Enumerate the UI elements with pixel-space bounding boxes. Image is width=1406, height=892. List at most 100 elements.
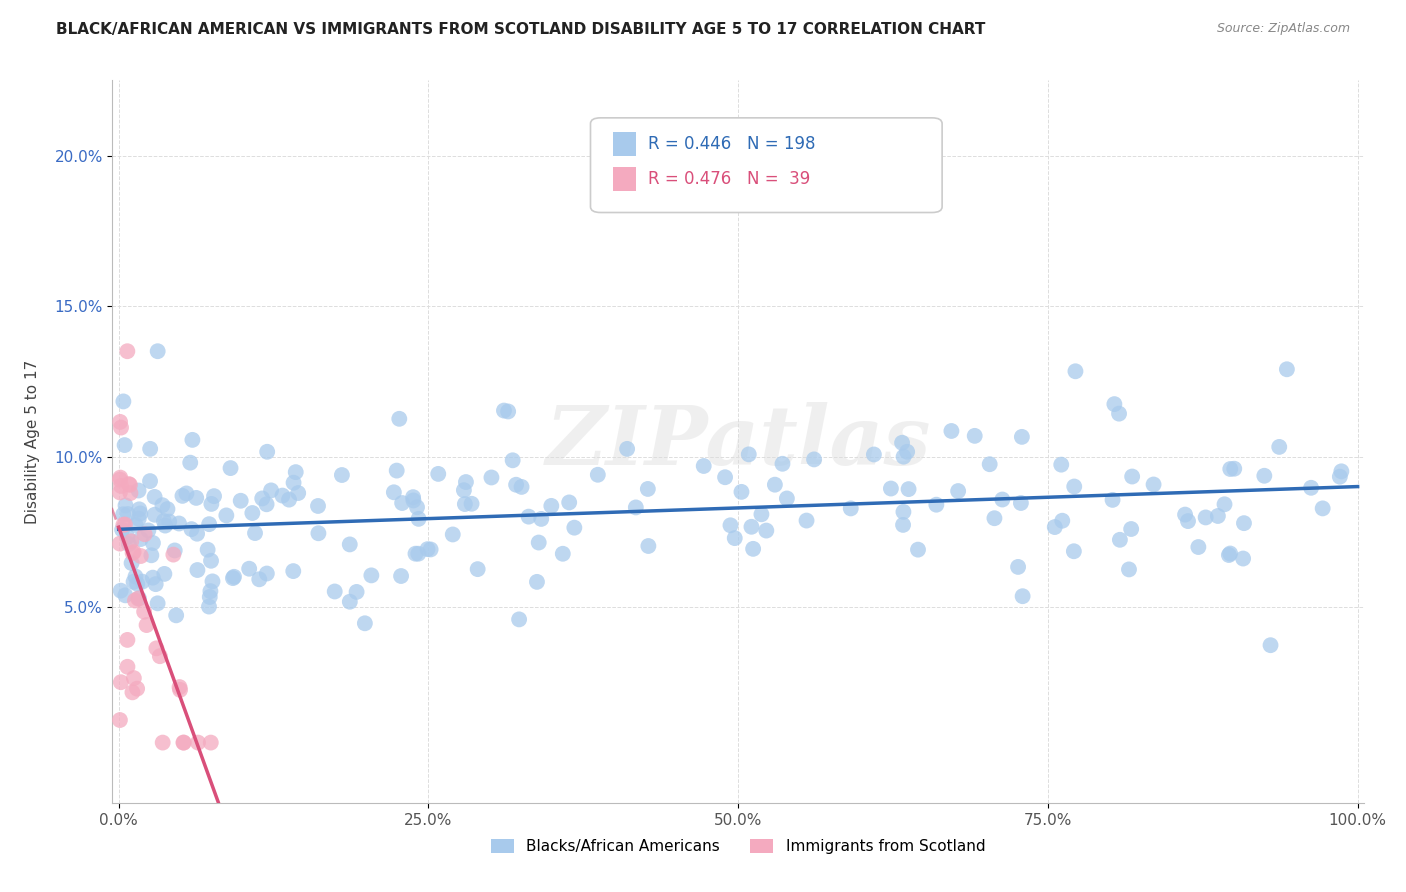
- Point: [558, 495, 581, 509]
- Point: [124, 593, 146, 607]
- Point: [120, 486, 142, 500]
- Point: [108, 415, 131, 429]
- Point: [1118, 562, 1140, 576]
- Point: [624, 500, 647, 515]
- Point: [114, 517, 136, 532]
- Point: [763, 477, 786, 491]
- Point: [145, 641, 167, 656]
- Point: [127, 576, 149, 591]
- Point: [1330, 464, 1353, 478]
- Point: [153, 514, 176, 528]
- Point: [240, 506, 263, 520]
- Point: [165, 608, 187, 623]
- Point: [169, 680, 191, 694]
- Point: [287, 486, 309, 500]
- Point: [120, 534, 142, 549]
- Point: [112, 394, 135, 409]
- Point: [176, 486, 198, 500]
- Point: [991, 492, 1014, 507]
- Point: [202, 489, 225, 503]
- Point: [156, 502, 179, 516]
- Point: [256, 566, 278, 581]
- Point: [408, 512, 430, 526]
- Point: [187, 735, 209, 749]
- Point: [1312, 501, 1334, 516]
- Point: [200, 584, 222, 599]
- Point: [551, 547, 574, 561]
- Point: [1260, 638, 1282, 652]
- Point: [323, 584, 346, 599]
- Point: [117, 632, 139, 647]
- Point: [283, 475, 305, 490]
- Point: [142, 536, 165, 550]
- Point: [256, 497, 278, 511]
- Point: [146, 596, 169, 610]
- Point: [946, 484, 969, 499]
- Point: [153, 518, 176, 533]
- Point: [796, 514, 818, 528]
- Point: [180, 522, 202, 536]
- Point: [146, 344, 169, 359]
- Point: [1329, 469, 1351, 483]
- Point: [143, 508, 166, 522]
- Point: [121, 685, 143, 699]
- Point: [776, 491, 799, 506]
- Point: [112, 517, 135, 532]
- Point: [880, 482, 903, 496]
- Point: [114, 499, 136, 513]
- Point: [260, 483, 283, 498]
- Point: [907, 542, 929, 557]
- Point: [108, 536, 131, 550]
- Point: [526, 574, 548, 589]
- FancyBboxPatch shape: [613, 167, 636, 191]
- Point: [139, 442, 162, 456]
- Point: [243, 526, 266, 541]
- Point: [540, 499, 562, 513]
- Point: [406, 500, 429, 515]
- Point: [118, 478, 141, 492]
- Point: [505, 477, 527, 491]
- Point: [740, 520, 762, 534]
- Point: [1174, 508, 1197, 522]
- Point: [391, 496, 413, 510]
- Point: [893, 450, 915, 464]
- Point: [1063, 479, 1085, 493]
- Point: [1109, 533, 1132, 547]
- Point: [127, 591, 149, 606]
- Point: [124, 569, 146, 583]
- Point: [896, 444, 918, 458]
- Point: [1011, 589, 1033, 603]
- Point: [200, 497, 222, 511]
- Point: [179, 456, 201, 470]
- Point: [186, 491, 208, 505]
- Point: [530, 512, 553, 526]
- Point: [1275, 362, 1298, 376]
- Point: [169, 682, 191, 697]
- Point: [114, 588, 136, 602]
- Text: BLACK/AFRICAN AMERICAN VS IMMIGRANTS FROM SCOTLAND DISABILITY AGE 5 TO 17 CORREL: BLACK/AFRICAN AMERICAN VS IMMIGRANTS FRO…: [56, 22, 986, 37]
- Point: [200, 735, 222, 749]
- Point: [157, 515, 180, 529]
- Point: [360, 568, 382, 582]
- Point: [138, 524, 160, 538]
- FancyBboxPatch shape: [613, 132, 636, 156]
- Point: [354, 616, 377, 631]
- Point: [153, 566, 176, 581]
- Point: [1007, 560, 1029, 574]
- Point: [181, 433, 204, 447]
- Point: [742, 541, 765, 556]
- Point: [517, 509, 540, 524]
- Point: [339, 537, 361, 551]
- Point: [284, 465, 307, 479]
- Point: [562, 521, 585, 535]
- Point: [738, 447, 761, 461]
- Point: [460, 497, 482, 511]
- Point: [256, 444, 278, 458]
- Point: [402, 490, 425, 504]
- Point: [508, 612, 530, 626]
- Point: [198, 590, 221, 604]
- Point: [278, 492, 301, 507]
- Point: [108, 713, 131, 727]
- Point: [122, 574, 145, 589]
- Point: [510, 480, 533, 494]
